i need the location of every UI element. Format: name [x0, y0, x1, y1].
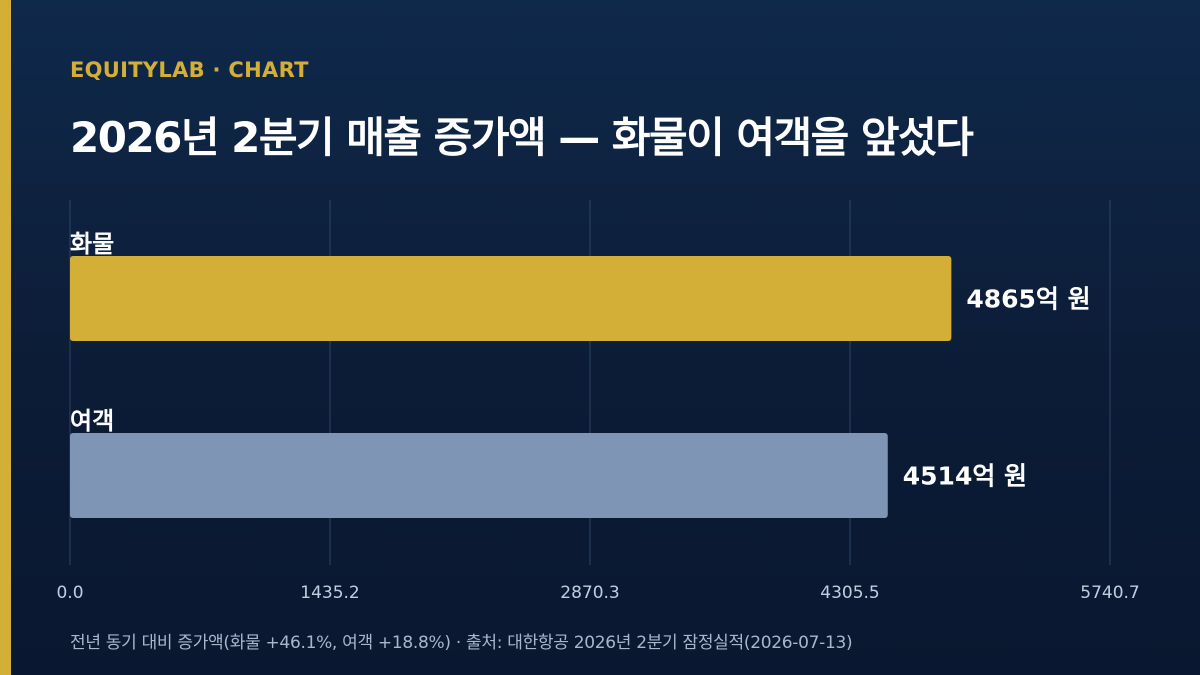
- bar: [70, 256, 952, 341]
- accent-bar: [0, 0, 11, 675]
- footnote: 전년 동기 대비 증가액(화물 +46.1%, 여객 +18.8%) · 출처:…: [70, 633, 853, 653]
- chart-title: 2026년 2분기 매출 증가액 — 화물이 여객을 앞섰다: [70, 113, 974, 162]
- category-label: 여객: [70, 407, 114, 435]
- x-tick-label: 5740.7: [1080, 583, 1139, 603]
- x-tick-label: 1435.2: [300, 583, 359, 603]
- brand-label: EQUITYLAB · CHART: [70, 58, 309, 82]
- bar-value-label: 4514억 원: [903, 462, 1027, 491]
- x-tick-label: 2870.3: [560, 583, 619, 603]
- category-label: 화물: [70, 230, 114, 258]
- bar-value-label: 4865억 원: [966, 285, 1090, 314]
- x-tick-label: 4305.5: [820, 583, 879, 603]
- bar: [70, 433, 888, 518]
- x-tick-label: 0.0: [56, 583, 83, 603]
